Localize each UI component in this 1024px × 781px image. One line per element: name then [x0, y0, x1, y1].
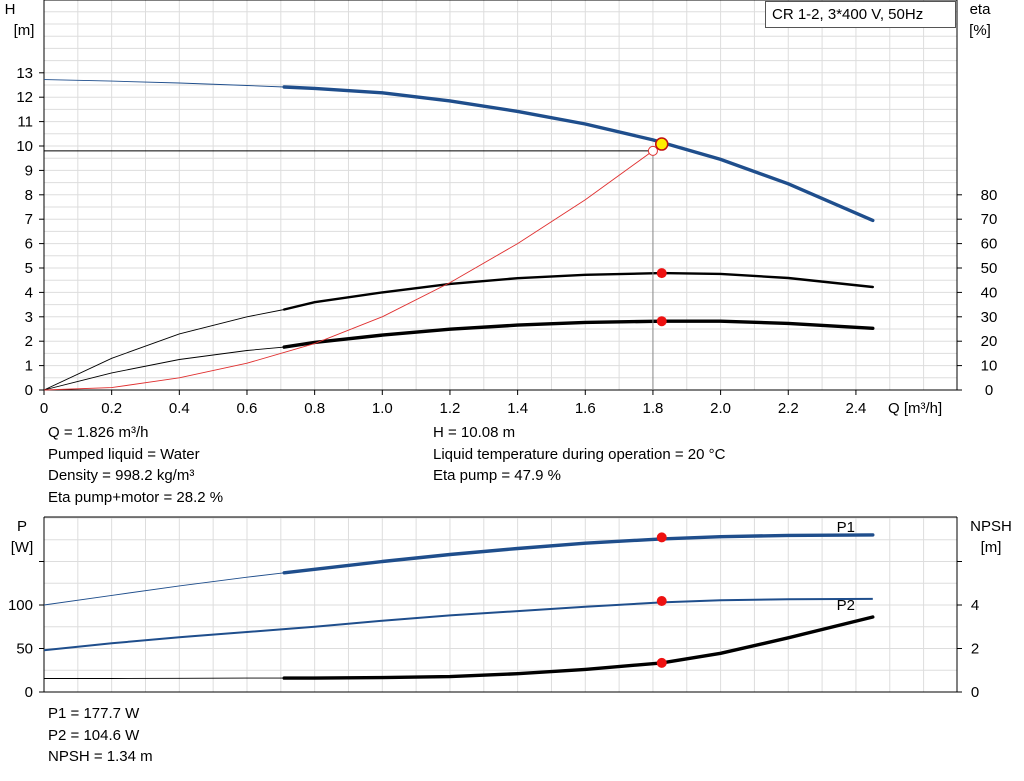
x-tick-label: 1.4 — [507, 400, 528, 417]
ticks-layer — [39, 72, 962, 693]
x-tick-label: 2.4 — [845, 400, 866, 417]
eta-tick-label: 80 — [981, 187, 998, 204]
x-tick-label: 0.2 — [101, 400, 122, 417]
p2-duty-marker — [656, 595, 667, 606]
head-readout: H = 10.08 m — [433, 424, 516, 441]
eta-tick-label: 50 — [981, 260, 998, 277]
eta-pump-curve — [283, 271, 874, 311]
npsh-curve — [282, 615, 875, 680]
h-tick-label: 10 — [16, 138, 33, 155]
npsh-tick-label: 4 — [971, 597, 979, 614]
x-tick-label: 0.8 — [304, 400, 325, 417]
eta-tick-label: 40 — [981, 284, 998, 301]
eta-pump-curve-thin — [43, 309, 285, 391]
p-axis-label: P — [17, 518, 27, 535]
eta-tick-label: 20 — [981, 333, 998, 350]
eta-axis-unit: [%] — [969, 22, 991, 39]
x-tick-label: 0 — [40, 400, 48, 417]
h-tick-label: 0 — [25, 382, 33, 399]
p-tick-label: 50 — [16, 641, 33, 658]
h-tick-label: 6 — [25, 236, 33, 253]
h-curve — [282, 85, 875, 223]
x-tick-label: 0.4 — [169, 400, 190, 417]
h-tick-label: 5 — [25, 260, 33, 277]
x-tick-label: 1.0 — [372, 400, 393, 417]
h-tick-label: 13 — [16, 65, 33, 82]
npsh-tick-label: 0 — [971, 684, 979, 701]
eta-pump-motor-readout: Eta pump+motor = 28.2 % — [48, 488, 224, 506]
h-tick-label: 9 — [25, 162, 33, 179]
axes-layer — [43, 0, 958, 693]
h-curve-thin — [43, 79, 285, 88]
p1-readout: P1 = 177.7 W — [48, 705, 140, 722]
p2-series-label: P2 — [837, 597, 855, 614]
p1-curve — [282, 533, 875, 575]
density-readout: Density = 998.2 kg/m³ — [48, 467, 195, 484]
eta-tick-label: 60 — [981, 236, 998, 253]
chart-title: CR 1-2, 3*400 V, 50Hz — [765, 1, 956, 28]
duty-point-marker — [654, 137, 669, 151]
p1-duty-marker — [656, 532, 667, 543]
npsh-axis-unit: [m] — [981, 539, 1002, 556]
curves-layer — [43, 79, 875, 680]
p-axis-unit: [W] — [11, 539, 34, 556]
h-tick-label: 2 — [25, 333, 33, 350]
eta-axis-label: eta — [970, 1, 992, 18]
eta-tick-label: 10 — [981, 358, 998, 375]
npsh-duty-marker — [656, 657, 667, 668]
x-axis-label: Q [m³/h] — [888, 400, 942, 417]
h-tick-label: 11 — [17, 114, 33, 131]
p-tick-label: 0 — [25, 684, 33, 701]
npsh-tick-label: 2 — [971, 641, 979, 658]
x-tick-label: 1.2 — [440, 400, 461, 417]
eta-tick-label: 70 — [981, 211, 998, 228]
h-axis-unit: [m] — [14, 22, 35, 39]
x-tick-label: 0.6 — [237, 400, 258, 417]
npsh-readout: NPSH = 1.34 m — [48, 748, 153, 765]
h-tick-label: 4 — [25, 284, 33, 301]
eta-pump-duty-marker — [656, 268, 667, 279]
x-tick-label: 2.0 — [710, 400, 731, 417]
eta-tick-label: 30 — [981, 309, 998, 326]
pumped-liquid-readout: Pumped liquid = Water — [48, 445, 200, 463]
h-tick-label: 7 — [25, 211, 33, 228]
liquid-temperature-readout: Liquid temperature during operation = 20… — [433, 445, 726, 463]
h-tick-label: 1 — [25, 358, 33, 375]
h-tick-label: 12 — [16, 89, 33, 106]
p1-series-label: P1 — [837, 519, 855, 536]
duty-info-right: H = 10.08 m Liquid temperature during op… — [433, 422, 725, 487]
power-info: P1 = 177.7 W P2 = 104.6 W NPSH = 1.34 m — [48, 703, 153, 768]
eta-pump-motor-curve — [282, 319, 875, 349]
x-tick-label: 2.2 — [778, 400, 799, 417]
grid-layer — [43, 0, 957, 692]
points-layer — [647, 137, 669, 668]
labels-layer: 0 0.2 0.4 0.6 0.8 1.0 1.2 1.4 1.6 1.8 2.0 2.2 2.4012… — [5, 1, 1012, 701]
system-curve — [43, 150, 654, 391]
p1-curve-thin — [43, 572, 285, 606]
h-tick-label: 3 — [25, 309, 33, 326]
h-axis-label: H — [5, 1, 16, 18]
eta-tick-label: 0 — [985, 382, 993, 399]
p-tick-label: 100 — [8, 597, 33, 614]
duty-info-left: Q = 1.826 m³/h Pumped liquid = Water Den… — [48, 422, 223, 508]
p2-readout: P2 = 104.6 W — [48, 726, 140, 744]
h-tick-label: 8 — [25, 187, 33, 204]
flow-readout: Q = 1.826 m³/h — [48, 424, 149, 441]
eta-pump-readout: Eta pump = 47.9 % — [433, 467, 561, 484]
p2-curve — [43, 597, 873, 652]
x-tick-label: 1.6 — [575, 400, 596, 417]
eta-pump-motor-curve-thin — [43, 346, 285, 391]
eta-pump-motor-duty-marker — [656, 316, 667, 327]
npsh-axis-label: NPSH — [970, 518, 1012, 535]
x-tick-label: 1.8 — [643, 400, 664, 417]
system-point — [647, 145, 658, 156]
